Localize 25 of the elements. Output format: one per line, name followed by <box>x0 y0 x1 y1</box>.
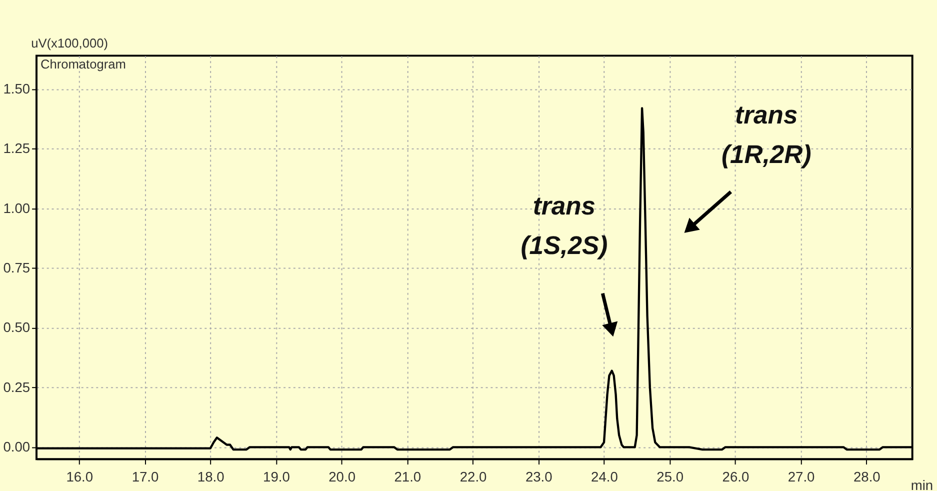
annotation: trans (1R,2R) <box>722 102 812 170</box>
annotation: trans (1S,2S) <box>520 192 608 260</box>
y-tick-label: 0.50 <box>3 320 30 336</box>
x-tick-label: 19.0 <box>263 469 290 484</box>
x-tick-label: 16.0 <box>66 469 94 484</box>
x-tick-label: 18.0 <box>197 469 225 484</box>
x-tick-label: 23.0 <box>525 469 553 484</box>
y-tick-label: 0.00 <box>3 440 30 455</box>
x-tick-label: 24.0 <box>591 469 618 484</box>
y-tick-label: 0.25 <box>3 380 30 395</box>
y-tick-label: 1.00 <box>3 200 30 216</box>
y-tick-label: 1.50 <box>3 82 30 97</box>
chart-title: Chromatogram <box>40 56 126 72</box>
y-tick-label: 1.25 <box>3 141 30 156</box>
x-tick-label: 27.0 <box>788 469 816 484</box>
x-tick-label: 17.0 <box>132 469 159 484</box>
x-tick-label: 21.0 <box>394 469 422 484</box>
x-tick-label: 26.0 <box>722 469 750 484</box>
x-tick-label: 28.0 <box>853 469 881 484</box>
x-tick-label: 25.0 <box>656 469 684 484</box>
x-tick-label: 20.0 <box>328 469 356 484</box>
x-tick-label: 22.0 <box>460 469 488 484</box>
y-axis-title: uV(x100,000) <box>31 35 108 50</box>
x-axis-title: min <box>910 478 934 491</box>
y-tick-label: 0.75 <box>3 260 30 276</box>
